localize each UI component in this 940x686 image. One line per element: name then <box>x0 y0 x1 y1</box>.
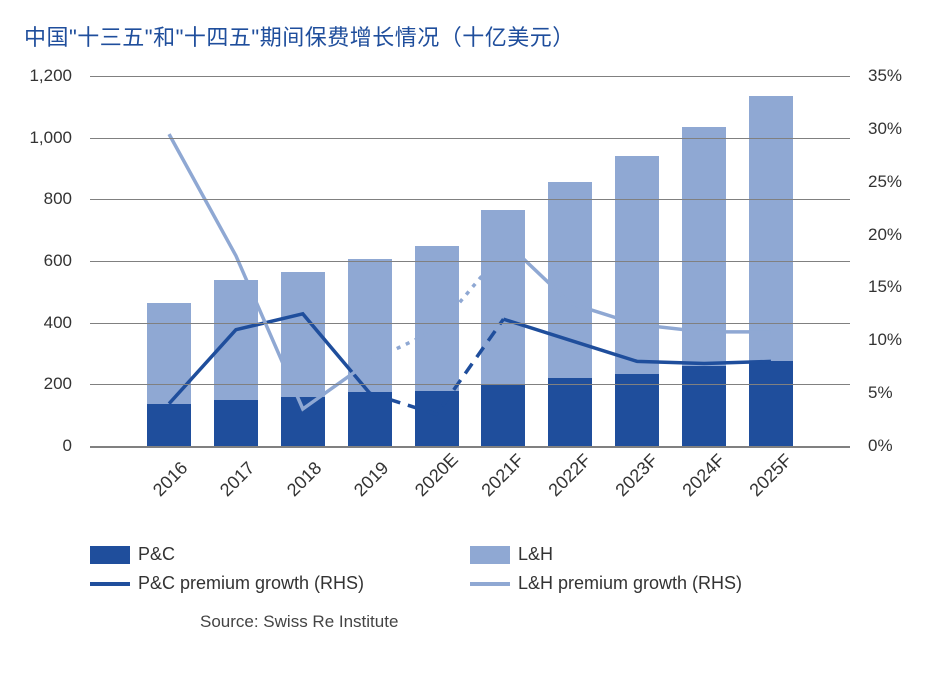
bar-segment <box>147 303 191 405</box>
bar-group <box>682 127 726 446</box>
x-axis-label: 2022F <box>545 450 596 501</box>
bar-segment <box>214 400 258 446</box>
chart-title: 中国"十三五"和"十四五"期间保费增长情况（十亿美元） <box>24 20 920 52</box>
y-left-tick: 400 <box>12 313 80 333</box>
x-axis-label: 2024F <box>679 450 730 501</box>
bar-segment <box>749 96 793 361</box>
y-right-tick: 20% <box>860 225 928 245</box>
x-axis-label: 2023F <box>612 450 663 501</box>
y-left-tick: 600 <box>12 251 80 271</box>
y-right-tick: 10% <box>860 330 928 350</box>
y-left-tick: 1,200 <box>12 66 80 86</box>
gridline <box>90 384 850 385</box>
bar-segment <box>481 210 525 384</box>
gridline <box>90 323 850 324</box>
y-right-tick: 35% <box>860 66 928 86</box>
y-axis-left: 02004006008001,0001,200 <box>20 76 80 446</box>
bar-segment <box>281 397 325 446</box>
bar-segment <box>682 366 726 446</box>
bar-group <box>749 96 793 446</box>
y-left-tick: 200 <box>12 374 80 394</box>
legend-swatch-icon <box>470 546 510 564</box>
plot-area <box>90 76 850 448</box>
source-text: Source: Swiss Re Institute <box>200 612 920 632</box>
y-left-tick: 0 <box>12 436 80 456</box>
legend-swatch-icon <box>90 546 130 564</box>
bar-segment <box>615 156 659 373</box>
bar-segment <box>214 280 258 400</box>
x-axis-label: 2016 <box>149 458 192 501</box>
bar-group <box>548 182 592 446</box>
bar-segment <box>348 392 392 446</box>
legend: P&C L&H P&C premium growth (RHS) L&H premiu… <box>90 544 850 594</box>
bar-segment <box>147 404 191 446</box>
x-axis-label: 2020E <box>411 449 463 501</box>
x-axis-label: 2017 <box>216 458 259 501</box>
x-axis-label: 2025F <box>745 450 796 501</box>
bar-group <box>214 280 258 447</box>
bar-segment <box>749 361 793 446</box>
bar-group <box>481 210 525 446</box>
gridline <box>90 261 850 262</box>
legend-item: P&C premium growth (RHS) <box>90 573 470 594</box>
bar-segment <box>481 384 525 446</box>
y-left-tick: 1,000 <box>12 128 80 148</box>
bar-segment <box>415 391 459 447</box>
legend-item: P&C <box>90 544 470 565</box>
bar-segment <box>548 378 592 446</box>
y-right-tick: 15% <box>860 277 928 297</box>
bar-group <box>281 272 325 446</box>
x-axis-label: 2021F <box>478 450 529 501</box>
x-axis-label: 2019 <box>350 458 393 501</box>
chart-area: 02004006008001,0001,200 0%5%10%15%20%25%… <box>20 66 920 536</box>
bar-segment <box>415 246 459 391</box>
bar-segment <box>348 259 392 392</box>
bar-segment <box>281 272 325 397</box>
legend-label: L&H premium growth (RHS) <box>518 573 742 594</box>
y-axis-right: 0%5%10%15%20%25%30%35% <box>860 76 920 446</box>
gridline <box>90 138 850 139</box>
bar-group <box>147 303 191 446</box>
gridline <box>90 199 850 200</box>
legend-label: L&H <box>518 544 553 565</box>
y-left-tick: 800 <box>12 189 80 209</box>
legend-item: L&H premium growth (RHS) <box>470 573 850 594</box>
bar-segment <box>548 182 592 378</box>
bar-group <box>415 246 459 446</box>
legend-item: L&H <box>470 544 850 565</box>
gridline <box>90 76 850 77</box>
legend-label: P&C premium growth (RHS) <box>138 573 364 594</box>
y-right-tick: 25% <box>860 172 928 192</box>
legend-line-icon <box>470 582 510 586</box>
bar-segment <box>682 127 726 366</box>
x-axis-label: 2018 <box>283 458 326 501</box>
x-axis-labels: 20162017201820192020E2021F2022F2023F2024… <box>90 456 850 536</box>
y-right-tick: 5% <box>860 383 928 403</box>
y-right-tick: 30% <box>860 119 928 139</box>
legend-line-icon <box>90 582 130 586</box>
y-right-tick: 0% <box>860 436 928 456</box>
bar-group <box>348 259 392 446</box>
legend-label: P&C <box>138 544 175 565</box>
